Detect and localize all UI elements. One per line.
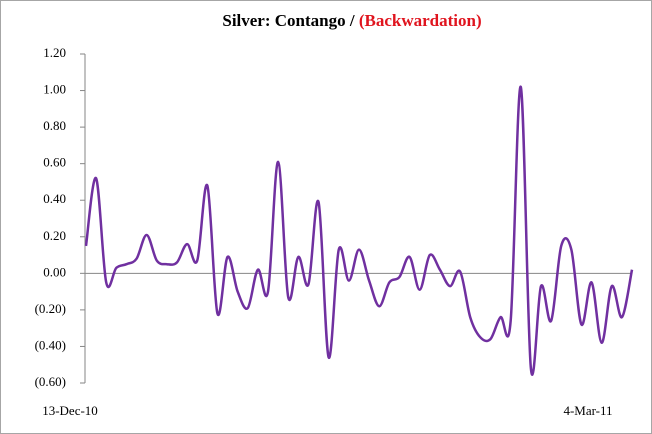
y-tick-label: (0.20) xyxy=(35,301,66,316)
y-tick-label: 0.20 xyxy=(43,228,66,243)
y-tick-label: (0.40) xyxy=(35,337,66,352)
y-tick-label: 1.20 xyxy=(43,45,66,60)
series-line xyxy=(84,85,634,376)
y-tick-label: (0.60) xyxy=(35,374,66,389)
x-tick-label: 4-Mar-11 xyxy=(563,403,612,418)
x-tick-label: 13-Dec-10 xyxy=(42,403,98,418)
y-tick-label: 0.60 xyxy=(43,155,66,170)
y-tick-label: 0.00 xyxy=(43,264,66,279)
y-tick-label: 1.00 xyxy=(43,82,66,97)
title-highlight: (Backwardation) xyxy=(359,11,482,30)
chart-title: Silver: Contango / (Backwardation) xyxy=(222,11,481,30)
title-main: Silver: Contango / xyxy=(222,11,355,30)
y-tick-label: 0.40 xyxy=(43,191,66,206)
y-tick-label: 0.80 xyxy=(43,118,66,133)
